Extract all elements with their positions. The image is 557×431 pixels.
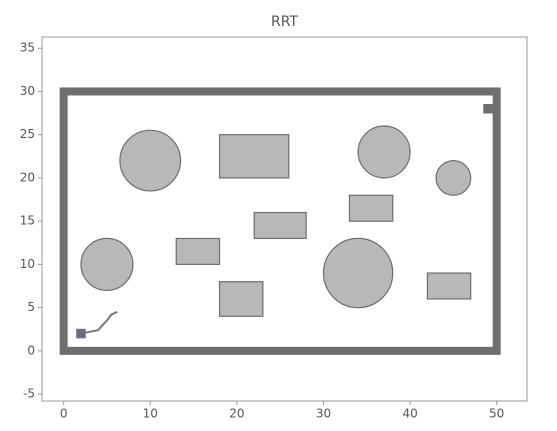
start-point	[76, 328, 86, 339]
axes-frame	[41, 36, 528, 402]
y-tick-label: 35	[20, 41, 35, 55]
rect-obstacle	[253, 211, 307, 240]
y-tick-label: -5	[23, 387, 35, 401]
x-tick-label: 30	[316, 407, 331, 421]
x-tick-label: 0	[60, 407, 68, 421]
circle-obstacle	[119, 129, 182, 192]
y-tick-label: 15	[20, 214, 35, 228]
x-tick-label: 40	[402, 407, 417, 421]
circle-obstacle	[435, 160, 472, 196]
y-tick-label: 10	[20, 257, 35, 271]
circle-obstacle	[357, 125, 411, 179]
y-tick-label: 30	[20, 84, 35, 98]
y-tick-label: 5	[27, 300, 35, 314]
x-tick-label: 20	[229, 407, 244, 421]
rrt-path	[80, 311, 118, 335]
goal-point	[483, 104, 493, 114]
circle-obstacle	[322, 237, 394, 309]
x-tick-label: 10	[143, 407, 158, 421]
circle-obstacle	[80, 237, 134, 291]
rect-obstacle	[218, 134, 290, 179]
rect-obstacle	[175, 237, 221, 265]
rect-obstacle	[426, 272, 472, 300]
rect-obstacle	[348, 194, 394, 222]
chart-title: RRT	[271, 14, 298, 30]
x-tick-label: 50	[489, 407, 504, 421]
rect-obstacle	[218, 281, 264, 317]
y-tick-label: 20	[20, 170, 35, 184]
y-tick-label: 0	[27, 343, 35, 357]
boundary	[59, 87, 501, 355]
y-tick-label: 25	[20, 127, 35, 141]
